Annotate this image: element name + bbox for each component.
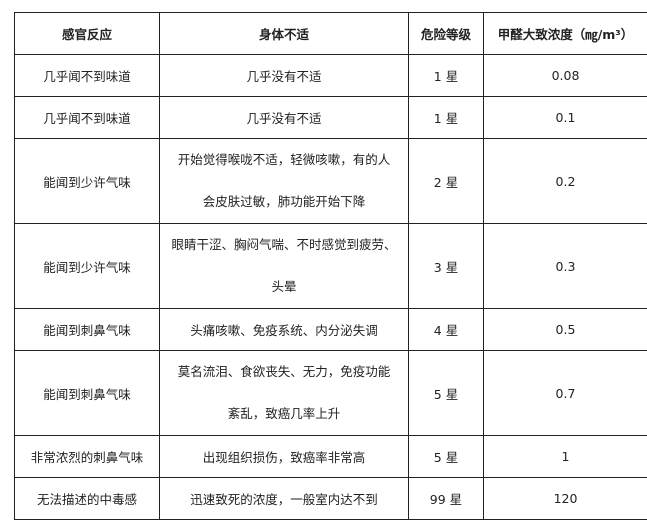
cell-concentration: 0.5 <box>483 308 647 351</box>
symptom-line: 几乎没有不适 <box>246 69 322 84</box>
table-row: 能闻到少许气味 眼睛干涩、胸闷气喘、不时感觉到疲劳、 头晕 3 星 0.3 <box>14 223 647 309</box>
cell-symptom: 几乎没有不适 <box>159 96 409 139</box>
cell-level: 3 星 <box>408 223 484 309</box>
cell-sense: 能闻到刺鼻气味 <box>14 350 160 436</box>
cell-level: 4 星 <box>408 308 484 351</box>
cell-sense: 能闻到少许气味 <box>14 223 160 309</box>
cell-concentration: 0.7 <box>483 350 647 436</box>
cell-symptom: 眼睛干涩、胸闷气喘、不时感觉到疲劳、 头晕 <box>159 223 409 309</box>
cell-concentration: 0.1 <box>483 96 647 139</box>
cell-concentration: 0.3 <box>483 223 647 309</box>
cell-level: 5 星 <box>408 435 484 478</box>
cell-level: 1 星 <box>408 54 484 97</box>
cell-concentration: 120 <box>483 477 647 520</box>
cell-symptom: 莫名流泪、食欲丧失、无力，免疫功能 紊乱，致癌几率上升 <box>159 350 409 436</box>
table-row: 几乎闻不到味道 几乎没有不适 1 星 0.1 <box>14 96 647 139</box>
symptom-line: 迅速致死的浓度，一般室内达不到 <box>190 492 378 507</box>
table-row: 几乎闻不到味道 几乎没有不适 1 星 0.08 <box>14 54 647 97</box>
symptom-line: 出现组织损伤，致癌率非常高 <box>202 450 366 465</box>
symptom-line: 会皮肤过敏，肺功能开始下降 <box>202 194 366 209</box>
header-sense: 感官反应 <box>14 12 160 55</box>
cell-symptom: 开始觉得喉咙不适，轻微咳嗽，有的人 会皮肤过敏，肺功能开始下降 <box>159 138 409 224</box>
cell-sense: 能闻到刺鼻气味 <box>14 308 160 351</box>
cell-symptom: 头痛咳嗽、免疫系统、内分泌失调 <box>159 308 409 351</box>
cell-sense: 几乎闻不到味道 <box>14 96 160 139</box>
header-row: 感官反应 身体不适 危险等级 甲醛大致浓度（㎎/m³） <box>14 12 647 55</box>
symptom-line: 几乎没有不适 <box>246 111 322 126</box>
symptom-line: 眼睛干涩、胸闷气喘、不时感觉到疲劳、 <box>171 237 397 252</box>
cell-concentration: 0.2 <box>483 138 647 224</box>
cell-level: 1 星 <box>408 96 484 139</box>
symptom-line: 开始觉得喉咙不适，轻微咳嗽，有的人 <box>177 152 391 167</box>
table-row: 无法描述的中毒感 迅速致死的浓度，一般室内达不到 99 星 120 <box>14 477 647 520</box>
cell-level: 99 星 <box>408 477 484 520</box>
cell-symptom: 出现组织损伤，致癌率非常高 <box>159 435 409 478</box>
cell-symptom: 迅速致死的浓度，一般室内达不到 <box>159 477 409 520</box>
symptom-line: 紊乱，致癌几率上升 <box>227 406 341 421</box>
symptom-line: 莫名流泪、食欲丧失、无力，免疫功能 <box>177 364 391 379</box>
symptom-line: 头痛咳嗽、免疫系统、内分泌失调 <box>190 323 378 338</box>
header-symptom: 身体不适 <box>159 12 409 55</box>
cell-sense: 无法描述的中毒感 <box>14 477 160 520</box>
cell-symptom: 几乎没有不适 <box>159 54 409 97</box>
header-level: 危险等级 <box>408 12 484 55</box>
formaldehyde-table: 感官反应 身体不适 危险等级 甲醛大致浓度（㎎/m³） 几乎闻不到味道几乎没有不… <box>14 12 647 520</box>
cell-concentration: 1 <box>483 435 647 478</box>
table-row: 能闻到刺鼻气味 莫名流泪、食欲丧失、无力，免疫功能 紊乱，致癌几率上升 5 星 0.7 <box>14 350 647 436</box>
cell-sense: 几乎闻不到味道 <box>14 54 160 97</box>
table-row: 能闻到刺鼻气味 头痛咳嗽、免疫系统、内分泌失调 4 星 0.5 <box>14 308 647 351</box>
cell-sense: 能闻到少许气味 <box>14 138 160 224</box>
cell-level: 5 星 <box>408 350 484 436</box>
table-row: 能闻到少许气味 开始觉得喉咙不适，轻微咳嗽，有的人 会皮肤过敏，肺功能开始下降 2 星… <box>14 138 647 224</box>
cell-level: 2 星 <box>408 138 484 224</box>
header-concentration: 甲醛大致浓度（㎎/m³） <box>483 12 647 55</box>
symptom-line: 头晕 <box>271 279 297 294</box>
cell-sense: 非常浓烈的刺鼻气味 <box>14 435 160 478</box>
cell-concentration: 0.08 <box>483 54 647 97</box>
